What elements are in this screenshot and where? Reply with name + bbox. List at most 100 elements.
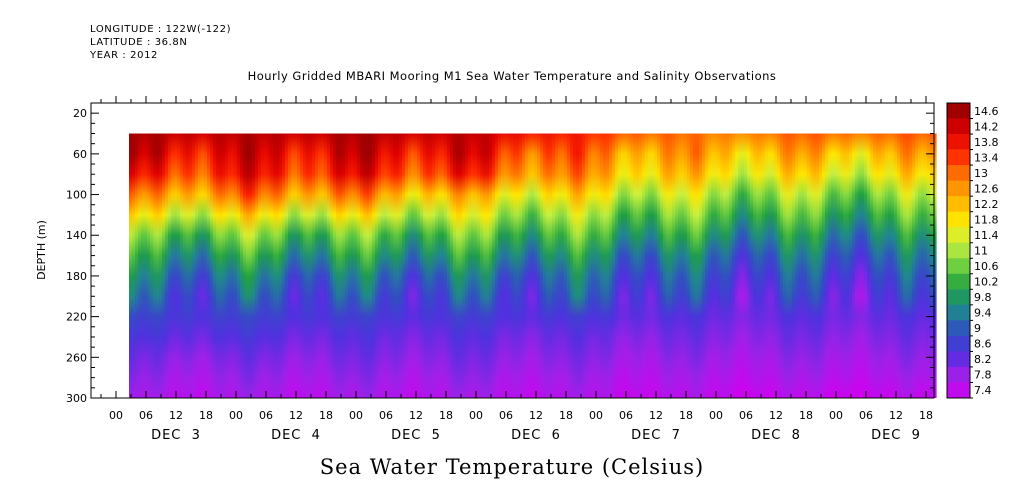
profile-column [843,133,847,398]
profile-column [933,133,937,398]
colorbar-swatch [947,227,970,244]
profile-column [513,133,517,398]
profile-column [537,133,541,398]
profile-column [495,133,499,398]
profile-column [675,133,679,398]
profile-column [552,133,556,398]
x-tick-label: 18 [919,409,933,422]
profile-column [321,133,325,398]
profile-column [498,133,502,398]
profile-column [579,133,583,398]
profile-column [447,133,451,398]
colorbar-swatch [947,351,970,368]
profile-column [705,133,709,398]
colorbar-swatch [947,289,970,306]
colorbar-swatch [947,165,970,181]
profile-column [906,133,910,398]
latitude-label: LATITUDE : 36.8N [90,37,188,48]
profile-column [474,133,478,398]
x-tick-label: 12 [169,409,183,422]
profile-column [699,133,703,398]
profile-column [282,133,286,398]
profile-column [585,133,589,398]
profile-column [873,133,877,398]
profile-column [612,133,616,398]
profile-column [315,133,319,398]
x-day-label: DEC 9 [871,428,921,443]
x-tick-label: 00 [589,409,603,422]
profile-column [357,133,361,398]
profile-column [819,133,823,398]
profile-column [342,133,346,398]
profile-column [345,133,349,398]
profile-column [810,133,814,398]
profile-column [138,133,142,398]
profile-column [789,133,793,398]
profile-column [549,133,553,398]
profile-column [216,133,220,398]
x-tick-label: 00 [229,409,243,422]
profile-column [858,133,862,398]
colorbar-label: 10.6 [974,260,999,273]
profile-column [285,133,289,398]
profile-column [222,133,226,398]
profile-column [510,133,514,398]
profile-column [393,133,397,398]
profile-column [654,133,658,398]
profile-column [621,133,625,398]
profile-column [681,133,685,398]
profile-column [618,133,622,398]
colorbar-label: 14.2 [974,120,999,133]
profile-column [573,133,577,398]
profile-column [207,133,211,398]
y-tick-label: 140 [66,229,87,242]
profile-column [318,133,322,398]
y-tick-label: 180 [66,270,87,283]
profile-column [927,133,931,398]
profile-column [693,133,697,398]
colorbar-swatch [947,149,970,166]
profile-column [807,133,811,398]
y-tick-label: 260 [66,351,87,364]
x-tick-label: 12 [769,409,783,422]
x-axis: 00 06 12 18 00 06 12 18 00 06 12 18 00 06 12 18 00 06 12 18… [100,96,933,443]
profile-column [786,133,790,398]
profile-column [792,133,796,398]
colorbar-swatch [947,211,970,228]
profile-column [534,133,538,398]
profile-column [330,133,334,398]
profile-column [918,133,922,398]
profile-column [708,133,712,398]
profile-column [492,133,496,398]
profile-column [795,133,799,398]
profile-column [831,133,835,398]
profile-column [213,133,217,398]
profile-column [519,133,523,398]
x-axis-label: Sea Water Temperature (Celsius) [320,455,705,479]
profile-column [639,133,643,398]
profile-column [762,133,766,398]
profile-column [606,133,610,398]
profile-column [441,133,445,398]
profile-column [303,133,307,398]
profile-column [135,133,139,398]
profile-column [591,133,595,398]
profile-column [774,133,778,398]
colorbar-label: 8.6 [974,338,992,351]
profile-column [768,133,772,398]
profile-column [147,133,151,398]
profile-column [804,133,808,398]
profile-column [834,133,838,398]
profile-column [780,133,784,398]
profile-column [348,133,352,398]
colorbar-swatch [947,134,970,150]
profile-column [258,133,262,398]
profile-column [483,133,487,398]
colorbar-swatch [947,304,970,321]
profile-column [237,133,241,398]
x-tick-label: 12 [529,409,543,422]
y-axis-label: DEPTH (m) [35,220,48,280]
profile-column [459,133,463,398]
profile-column [141,133,145,398]
profile-column [453,133,457,398]
